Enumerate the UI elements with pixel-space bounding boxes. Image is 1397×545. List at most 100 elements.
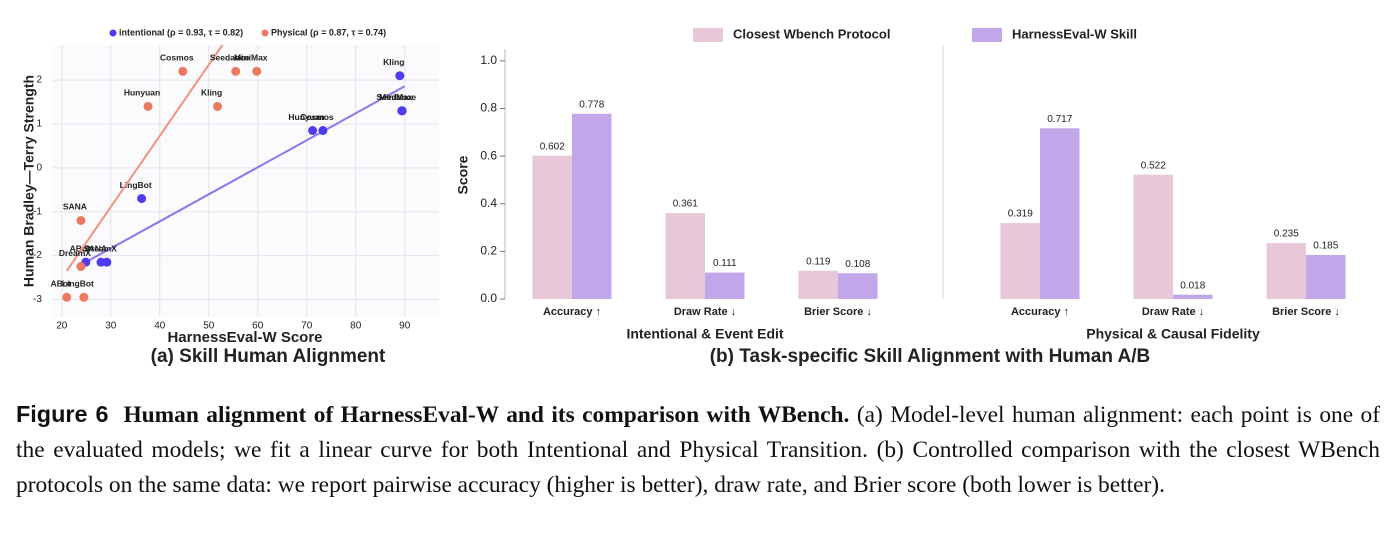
chart-title: (a) Skill Human Alignment: [151, 346, 386, 367]
point: [231, 66, 241, 76]
point-label: Seedance: [376, 92, 416, 102]
legend-swatch: [972, 28, 1002, 42]
fit-line: [65, 45, 224, 272]
value-label: 0.119: [806, 256, 831, 267]
point-label: ABot: [70, 243, 90, 253]
y-tick-label: 0.8: [480, 101, 497, 115]
point-label: MiniMax: [234, 53, 268, 63]
point: [137, 194, 147, 204]
point: [102, 257, 112, 267]
point: [76, 262, 86, 272]
plot-area: [52, 45, 439, 317]
x-tick-label: 50: [203, 321, 215, 332]
value-label: 0.018: [1180, 280, 1205, 291]
legend-label: Physical (ρ = 0.87, τ = 0.74): [271, 27, 386, 37]
y-tick-label: 1: [36, 119, 42, 130]
legend-marker: [109, 29, 117, 37]
legend-label: HarnessEval-W Skill: [1012, 26, 1137, 41]
fit-line: [85, 85, 406, 264]
point-label: LingBot: [62, 279, 94, 289]
y-tick-label: -1: [33, 206, 42, 217]
point-label: Hunyuan: [124, 88, 160, 98]
y-axis-label: Score: [455, 155, 471, 194]
x-tick-label: 30: [105, 321, 117, 332]
value-label: 0.185: [1313, 241, 1338, 252]
x-axis-label: HarnessEval-W Score: [167, 329, 322, 346]
y-tick-label: 0.4: [480, 196, 497, 210]
legend-swatch: [693, 28, 723, 42]
point-label: LingBot: [120, 180, 152, 190]
legend-label: intentional (ρ = 0.93, τ = 0.82): [119, 27, 243, 37]
point-label: SANA: [83, 243, 107, 253]
point: [213, 101, 223, 111]
legend-marker: [261, 29, 269, 37]
value-label: 0.108: [845, 259, 870, 270]
value-label: 0.602: [540, 141, 565, 152]
bar: [572, 113, 612, 299]
y-tick-label: 1.0: [480, 53, 497, 67]
point: [397, 106, 407, 116]
value-label: 0.361: [673, 199, 698, 210]
caption-label: Figure 6: [16, 401, 109, 427]
bar: [705, 272, 745, 299]
x-tick-label: 60: [252, 321, 264, 332]
point-label: Kling: [383, 57, 404, 67]
value-label: 0.717: [1047, 114, 1072, 125]
value-label: 0.522: [1141, 160, 1166, 171]
x-tick-label: Brier Score ↓: [804, 306, 872, 318]
bar: [1173, 294, 1213, 299]
point: [76, 215, 86, 225]
bar: [1133, 174, 1173, 299]
y-tick-label: 0: [36, 162, 42, 173]
point: [178, 66, 188, 76]
bar: [1040, 128, 1080, 299]
x-tick-label: 40: [154, 321, 166, 332]
x-tick-label: Accuracy ↑: [1011, 306, 1069, 318]
x-tick-label: 90: [399, 321, 411, 332]
y-tick-label: 0.2: [480, 244, 497, 258]
y-tick-label: -2: [33, 250, 42, 261]
point-label: Cosmos: [300, 112, 334, 122]
x-tick-label: 80: [350, 321, 362, 332]
figure: 20 30 40 50 60 70 80 90 -3 -2 -1 0 1 2 HarnessEval-W S…: [21, 26, 1346, 367]
legend-label: Closest Wbench Protocol: [733, 26, 890, 41]
value-label: 0.235: [1274, 229, 1299, 240]
point: [143, 101, 153, 111]
point: [308, 126, 318, 136]
caption-title: Human alignment of HarnessEval-W and its…: [123, 402, 850, 428]
bar: [665, 213, 705, 299]
point: [62, 292, 72, 302]
point-label: SANA: [63, 202, 87, 212]
y-axis-label: Human Bradley—Terry Strength: [21, 75, 37, 287]
point-label: DreamX: [59, 248, 91, 258]
y-tick-label: 0.6: [480, 148, 497, 162]
bar: [1000, 223, 1040, 299]
x-tick-label: 20: [56, 321, 68, 332]
x-tick-label: Accuracy ↑: [543, 306, 601, 318]
point: [252, 66, 262, 76]
point: [318, 126, 328, 136]
caption: Figure 6 Human alignment of HarnessEval-…: [16, 397, 1380, 503]
y-tick-label: 2: [36, 75, 42, 86]
point-label: Kling: [201, 88, 222, 98]
bar: [838, 273, 878, 299]
y-tick-label: 0.0: [480, 291, 497, 305]
bar: [532, 155, 572, 299]
point-label: Seedance: [210, 53, 250, 63]
point: [79, 292, 89, 302]
point-label: DreamX: [85, 243, 117, 253]
y-tick-label: -3: [33, 294, 42, 305]
bar: [1266, 243, 1306, 299]
x-tick-label: 70: [301, 321, 313, 332]
point-label: Cosmos: [160, 53, 194, 63]
caption-text: (a) Model-level human alignment: each po…: [16, 402, 1381, 498]
value-label: 0.111: [713, 258, 737, 269]
value-label: 0.319: [1008, 209, 1033, 220]
point-label: MiniMax: [379, 92, 413, 102]
point-label: Hunyuan: [288, 112, 324, 122]
chart-title: (b) Task-specific Skill Alignment with H…: [710, 346, 1151, 367]
x-tick-label: Brier Score ↓: [1272, 306, 1340, 318]
x-tick-label: Draw Rate ↓: [674, 306, 736, 318]
point: [395, 71, 405, 81]
